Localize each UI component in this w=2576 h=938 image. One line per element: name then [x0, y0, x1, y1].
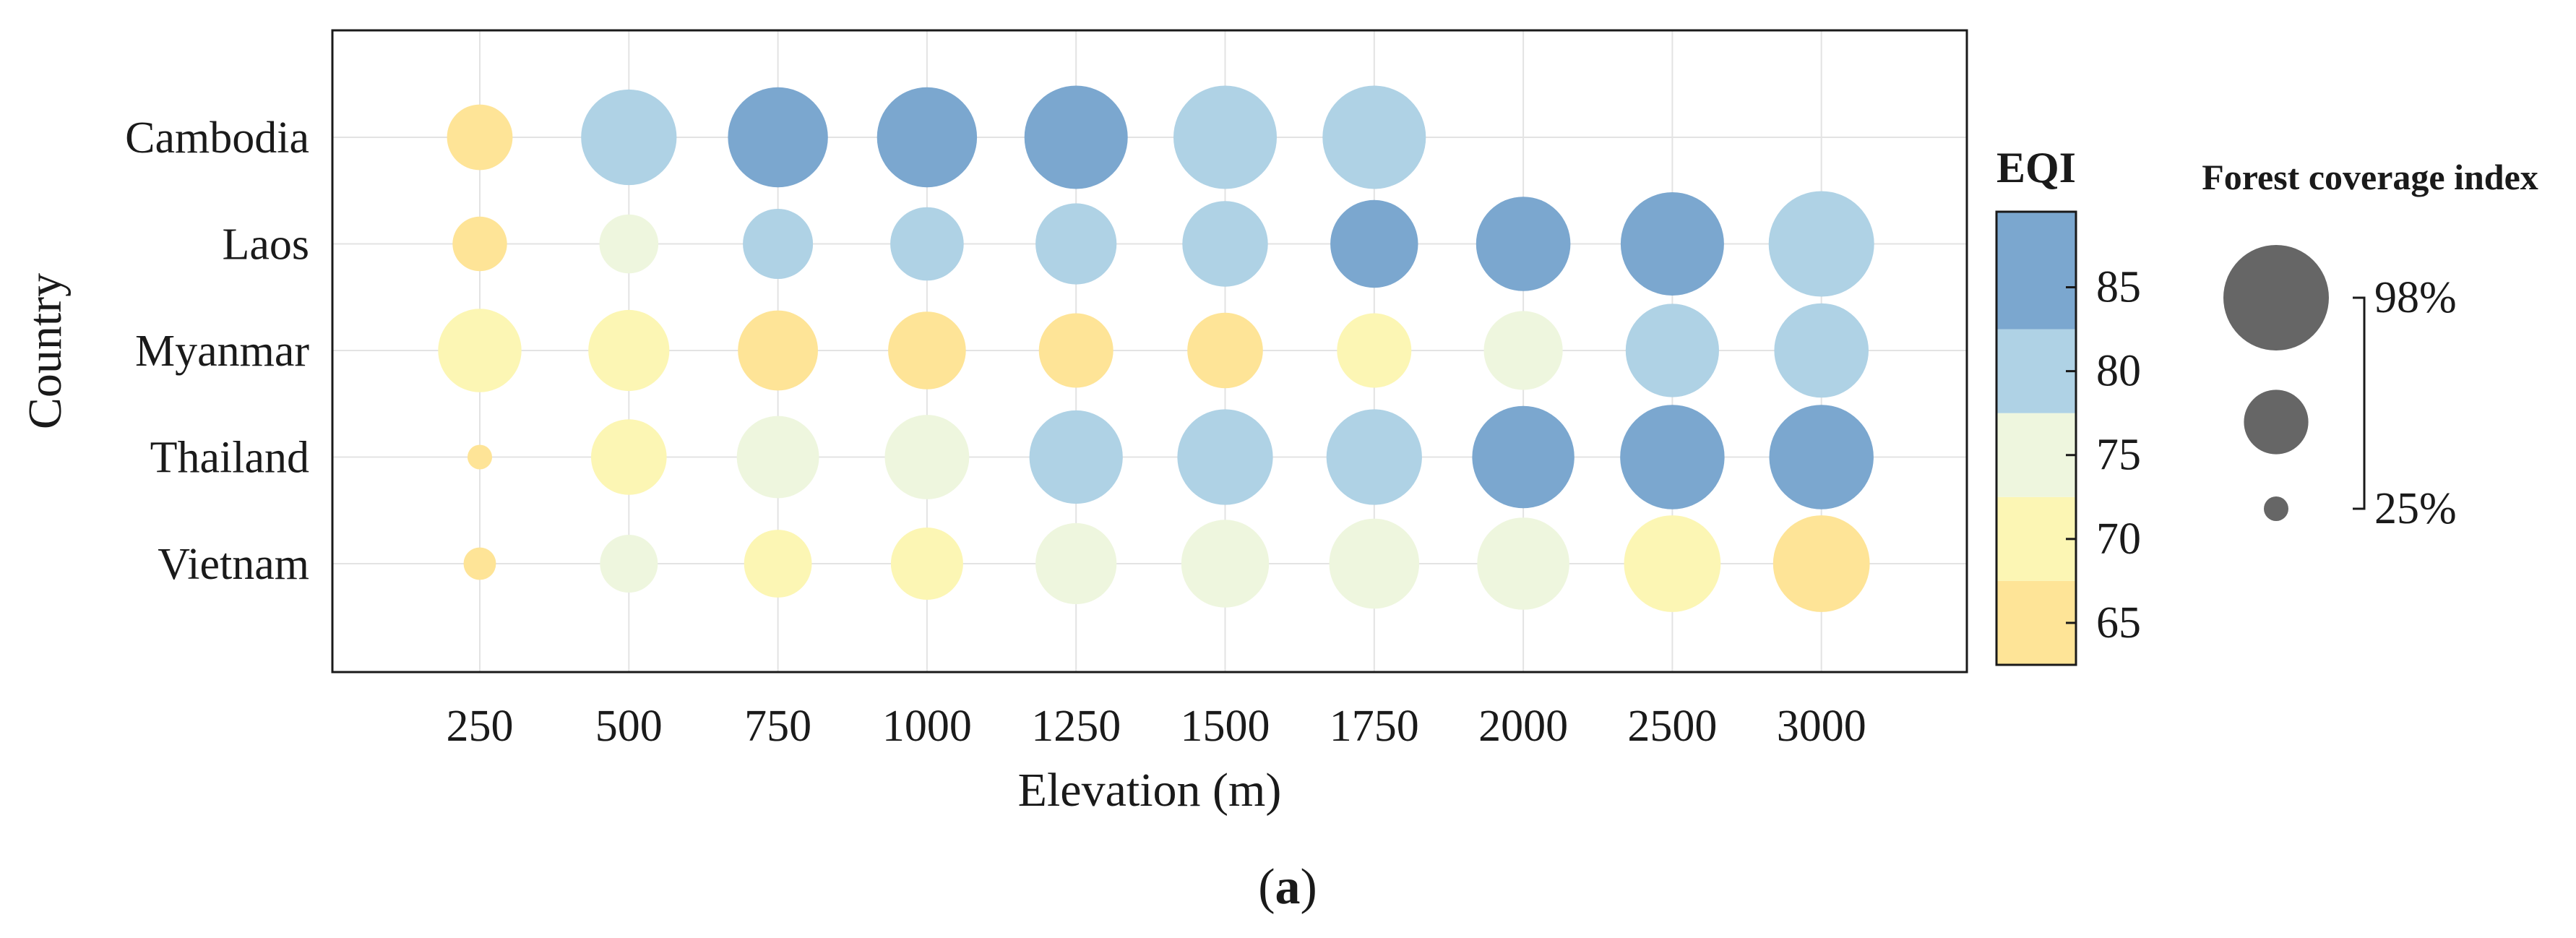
- bubble-laos-3000: [1768, 191, 1874, 297]
- bubble-laos-1750: [1330, 199, 1418, 288]
- x-tick-label-1750: 1750: [1330, 702, 1419, 751]
- bubble-laos-250: [452, 216, 507, 272]
- y-tick-label-myanmar: Myanmar: [135, 327, 309, 376]
- colorbar-bin-3: [1996, 329, 2076, 413]
- y-tick-labels: Cambodia Laos Myanmar Thailand Vietnam: [125, 113, 309, 589]
- bubble-vietnam-1750: [1329, 518, 1420, 609]
- x-tick-label-250: 250: [447, 702, 514, 751]
- bubble-thailand-1750: [1326, 409, 1422, 505]
- bubble-vietnam-500: [600, 535, 658, 593]
- bubble-myanmar-1250: [1038, 313, 1113, 388]
- colorbar-bin-4: [1996, 212, 2076, 330]
- colorbar-tick-label-65: 65: [2096, 598, 2141, 647]
- bubble-thailand-2000: [1472, 405, 1575, 509]
- colorbar-bin-0: [1996, 580, 2076, 665]
- figure-caption: (a): [1258, 859, 1317, 915]
- x-tick-label-1500: 1500: [1181, 702, 1270, 751]
- colorbar-tick-label-80: 80: [2096, 347, 2141, 396]
- x-tick-labels: 250 500 750 1000 1250 1500 1750 2000 2500 3000: [447, 702, 1866, 751]
- bubble-vietnam-3000: [1772, 515, 1870, 612]
- size-legend-circle-0: [2223, 245, 2329, 350]
- bubble-cambodia-1750: [1322, 85, 1426, 189]
- bubble-thailand-1000: [884, 415, 970, 499]
- colorbar-tick-label-85: 85: [2096, 263, 2141, 312]
- colorbar-frame: [1995, 210, 2077, 666]
- bubble-layer: [438, 85, 1874, 612]
- size-legend-min-label: 25%: [2374, 484, 2457, 533]
- bubble-thailand-1250: [1029, 410, 1123, 504]
- color-legend-title: EQI: [1996, 144, 2076, 192]
- bubble-thailand-2500: [1620, 405, 1725, 509]
- size-legend-bracket: [2353, 296, 2366, 510]
- bubble-vietnam-2500: [1624, 515, 1721, 612]
- colorbar-bin-1: [1996, 496, 2076, 581]
- x-tick-label-1000: 1000: [882, 702, 972, 751]
- bubble-vietnam-750: [744, 530, 812, 598]
- bubble-cambodia-1250: [1024, 85, 1128, 189]
- x-tick-label-2000: 2000: [1478, 702, 1568, 751]
- bubble-vietnam-2000: [1477, 517, 1569, 610]
- x-tick-label-500: 500: [595, 702, 663, 751]
- x-tick-label-750: 750: [744, 702, 811, 751]
- caption-letter: a: [1275, 859, 1301, 915]
- size-legend-max-label: 98%: [2374, 273, 2457, 322]
- y-tick-label-thailand: Thailand: [150, 434, 309, 483]
- bubble-thailand-500: [591, 419, 667, 495]
- bubble-laos-500: [599, 214, 659, 274]
- y-tick-label-vietnam: Vietnam: [158, 540, 309, 589]
- caption-close-paren: ): [1301, 859, 1317, 915]
- bubble-vietnam-1500: [1181, 520, 1270, 608]
- plot-frame: [331, 29, 1968, 674]
- x-tick-label-2500: 2500: [1627, 702, 1717, 751]
- bubble-myanmar-1000: [888, 311, 966, 390]
- bubble-laos-1500: [1182, 201, 1268, 287]
- bubble-cambodia-1000: [876, 87, 978, 188]
- colorbar-tick-label-75: 75: [2096, 431, 2141, 480]
- bubble-laos-1000: [890, 207, 964, 281]
- bubble-myanmar-2500: [1625, 304, 1719, 397]
- bubble-myanmar-750: [738, 310, 818, 391]
- size-legend-circle-1: [2244, 390, 2309, 455]
- bubble-myanmar-3000: [1774, 303, 1869, 398]
- y-axis-title: Country: [19, 273, 72, 429]
- bubble-laos-2000: [1476, 197, 1571, 291]
- bubble-myanmar-2000: [1483, 311, 1563, 390]
- y-tick-label-laos: Laos: [222, 220, 309, 270]
- bubble-myanmar-500: [588, 309, 670, 392]
- y-tick-label-cambodia: Cambodia: [125, 113, 309, 163]
- bubble-thailand-250: [468, 444, 492, 470]
- bubble-thailand-750: [736, 416, 819, 499]
- bubble-thailand-3000: [1769, 405, 1874, 509]
- bubble-cambodia-750: [728, 87, 828, 188]
- bubble-laos-2500: [1620, 192, 1724, 296]
- size-legend-title: Forest coverage index: [2202, 157, 2538, 197]
- colorbar-bin-2: [1996, 413, 2076, 497]
- bubble-vietnam-1250: [1035, 522, 1117, 605]
- caption-open-paren: (: [1258, 859, 1275, 915]
- bubble-laos-1250: [1035, 203, 1117, 285]
- bubble-myanmar-1750: [1337, 313, 1412, 388]
- x-tick-label-1250: 1250: [1031, 702, 1121, 751]
- bubble-cambodia-250: [447, 104, 513, 171]
- bubble-cambodia-1500: [1173, 85, 1277, 189]
- bubble-vietnam-250: [463, 547, 496, 580]
- size-legend-circle-2: [2264, 496, 2288, 521]
- bubble-cambodia-500: [581, 89, 677, 186]
- x-axis-title: Elevation (m): [1018, 764, 1282, 817]
- size-legend: [2223, 245, 2329, 521]
- colorbar-tick-label-70: 70: [2096, 515, 2141, 564]
- bubble-myanmar-1500: [1187, 312, 1263, 389]
- x-tick-label-3000: 3000: [1777, 702, 1866, 751]
- bubble-vietnam-1000: [890, 528, 963, 600]
- bubble-thailand-1500: [1177, 409, 1273, 505]
- bubble-laos-750: [743, 209, 814, 279]
- bubble-myanmar-250: [438, 309, 522, 392]
- eqi-colorbar: 65 70 75 80 85: [1995, 210, 2141, 666]
